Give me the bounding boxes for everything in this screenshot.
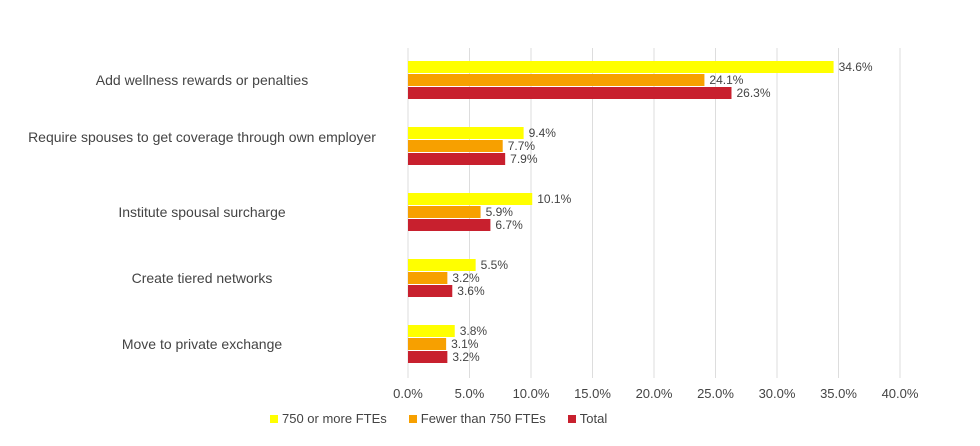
x-tick-label: 25.0%	[697, 386, 734, 401]
x-tick-label: 35.0%	[820, 386, 857, 401]
chart-legend: 750 or more FTEs Fewer than 750 FTEs Tot…	[270, 411, 607, 426]
data-label: 3.2%	[452, 271, 480, 285]
data-label: 3.1%	[451, 337, 479, 351]
bar	[408, 127, 524, 139]
legend-label-small: Fewer than 750 FTEs	[420, 411, 546, 426]
data-label: 7.9%	[510, 152, 538, 166]
bar	[408, 206, 481, 218]
bar	[408, 351, 448, 363]
category-label: Institute spousal surcharge	[118, 203, 286, 220]
data-label: 3.6%	[457, 284, 485, 298]
bar	[408, 285, 453, 297]
legend-swatch-total	[567, 414, 576, 423]
legend-swatch-small	[408, 414, 417, 423]
legend-label-total: Total	[579, 411, 608, 426]
bar	[408, 61, 834, 73]
bar	[408, 219, 491, 231]
x-tick-label: 30.0%	[759, 386, 796, 401]
bar	[408, 140, 503, 152]
legend-item-total: Total	[567, 411, 608, 426]
bar	[408, 259, 476, 271]
data-label: 3.8%	[460, 324, 488, 338]
category-label: Require spouses to get coverage through …	[28, 129, 376, 145]
x-tick-label: 5.0%	[455, 386, 485, 401]
legend-item-large: 750 or more FTEs	[270, 411, 387, 426]
bar	[408, 153, 506, 165]
bar	[408, 338, 447, 350]
category-label: Add wellness rewards or penalties	[95, 71, 309, 88]
data-label: 6.7%	[495, 218, 523, 232]
data-label: 7.7%	[508, 139, 536, 153]
data-label: 3.2%	[452, 350, 480, 364]
x-tick-label: 0.0%	[393, 386, 423, 401]
bar	[408, 87, 732, 99]
category-label: Move to private exchange	[121, 335, 283, 352]
data-label: 34.6%	[839, 60, 873, 74]
data-label: 9.4%	[529, 126, 557, 140]
bar	[408, 193, 533, 205]
data-label: 10.1%	[537, 192, 571, 206]
data-label: 26.3%	[736, 86, 770, 100]
data-label: 24.1%	[709, 73, 743, 87]
legend-swatch-large	[270, 414, 278, 423]
data-label: 5.5%	[481, 258, 509, 272]
legend-item-small: Fewer than 750 FTEs	[408, 411, 546, 426]
bar	[408, 272, 448, 284]
legend-label-large: 750 or more FTEs	[282, 411, 387, 426]
bar	[408, 74, 705, 86]
x-tick-label: 10.0%	[513, 386, 550, 401]
x-tick-label: 40.0%	[882, 386, 919, 401]
category-label: Create tiered networks	[131, 269, 273, 286]
x-tick-label: 15.0%	[574, 386, 611, 401]
data-label: 5.9%	[486, 205, 514, 219]
bar	[408, 325, 455, 337]
x-tick-label: 20.0%	[636, 386, 673, 401]
